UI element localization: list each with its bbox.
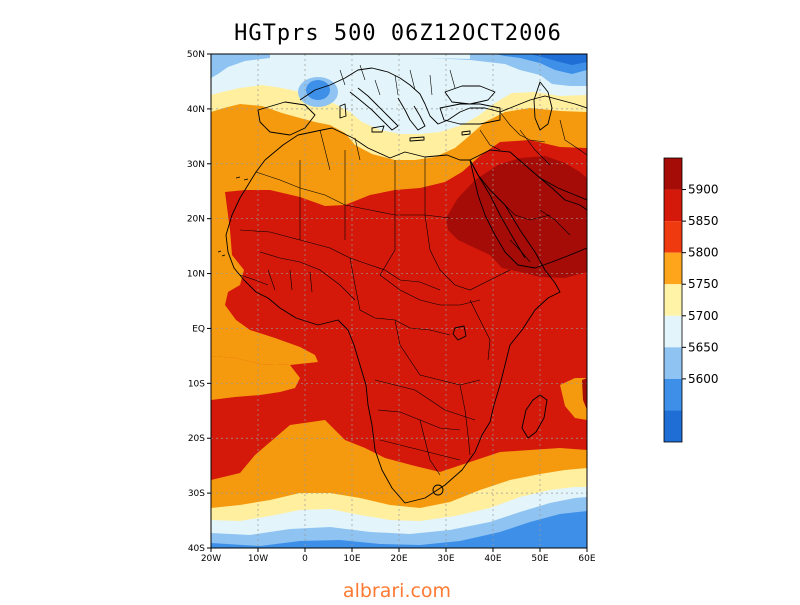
colorbar-label: 5900 [688,183,719,197]
colorbar-label: 5800 [688,246,719,260]
persian-gulf [539,177,587,211]
black-sea [444,85,496,105]
lat-tick-label: 50N [187,50,205,60]
lat-tick-label: 20N [187,215,205,225]
lat-tick-label: 40N [187,105,205,115]
lat-tick-label: 20S [188,434,205,444]
arabia [469,149,587,269]
caspian [533,81,553,131]
colorbar-swatch [664,315,682,348]
colorbar-swatch [664,347,682,379]
lat-tick-label: 30S [188,489,205,499]
band-5800-5850-east [560,378,587,420]
latitude-tick-labels: 50N 40N 30N 20N 10N EQ 10S 20S 30S 40S [187,50,211,554]
band-below-5600-north [530,54,587,65]
lon-tick-label: 40E [484,554,501,564]
longitude-tick-labels: 20W 10W 0 10E 20E 30E 40E 50E 60E [201,548,596,564]
band-5650-5700-north-white [270,54,470,59]
lake-victoria [452,325,467,341]
colorbar-frame [663,157,683,443]
lon-tick-label: 20W [201,554,221,564]
colorbar-label: 5700 [688,309,719,323]
watermark-text: albrari.com [343,580,451,600]
colorbar-label: 5650 [688,340,719,354]
cape-verde [217,250,226,257]
cyprus [461,130,471,136]
country-borders [239,64,587,476]
sardinia [339,103,347,119]
band-5600-5650-south [211,511,587,548]
lesotho [432,484,444,496]
lon-tick-label: 50E [531,554,548,564]
gridlines [211,54,587,548]
lon-tick-label: 0 [302,554,308,564]
colorbar-swatch [664,221,682,253]
low-5600-blob [306,80,330,100]
map-title: HGTprs 500 06Z12OCT2006 [234,21,562,46]
lat-tick-label: 10N [187,270,205,280]
colorbar-swatch [664,378,682,411]
crete [409,136,425,142]
band-5900-east-spot [582,378,587,410]
balkans [397,97,426,131]
africa-coastline [225,127,561,504]
madagascar [521,394,548,439]
italy [349,87,399,131]
lon-tick-label: 10W [248,554,268,564]
turkey [439,103,501,125]
iberia [257,101,316,136]
band-5800-5850-west [211,192,318,365]
lon-tick-label: 20E [390,554,407,564]
europe-coast [299,67,587,125]
lat-tick-label: 40S [188,544,205,554]
lat-tick-label: 30N [187,160,205,170]
colorbar-swatch [664,284,682,316]
colorbar-legend: 5900 5850 5800 5750 5700 5650 5600 [663,157,719,443]
colorbar-swatch [664,189,682,222]
lon-tick-label: 10E [343,554,360,564]
sicily [371,125,385,133]
lat-tick-label: EQ [192,324,205,334]
colorbar-label: 5750 [688,277,719,291]
colorbar-swatch [664,158,682,190]
band-5900-arabia [446,156,587,278]
lon-tick-label: 60E [578,554,595,564]
colorbar-swatch [664,410,682,442]
canaries [235,176,249,181]
colorbar-label: 5600 [688,372,719,386]
colorbar-label: 5850 [688,214,719,228]
band-5800-5850-atlantic [211,356,300,400]
colorbar-swatch [664,252,682,285]
band-5650-5700-north [211,54,587,86]
coastlines [217,67,587,504]
lat-tick-label: 10S [188,379,205,389]
red-sea [469,159,526,259]
lon-tick-label: 30E [437,554,454,564]
